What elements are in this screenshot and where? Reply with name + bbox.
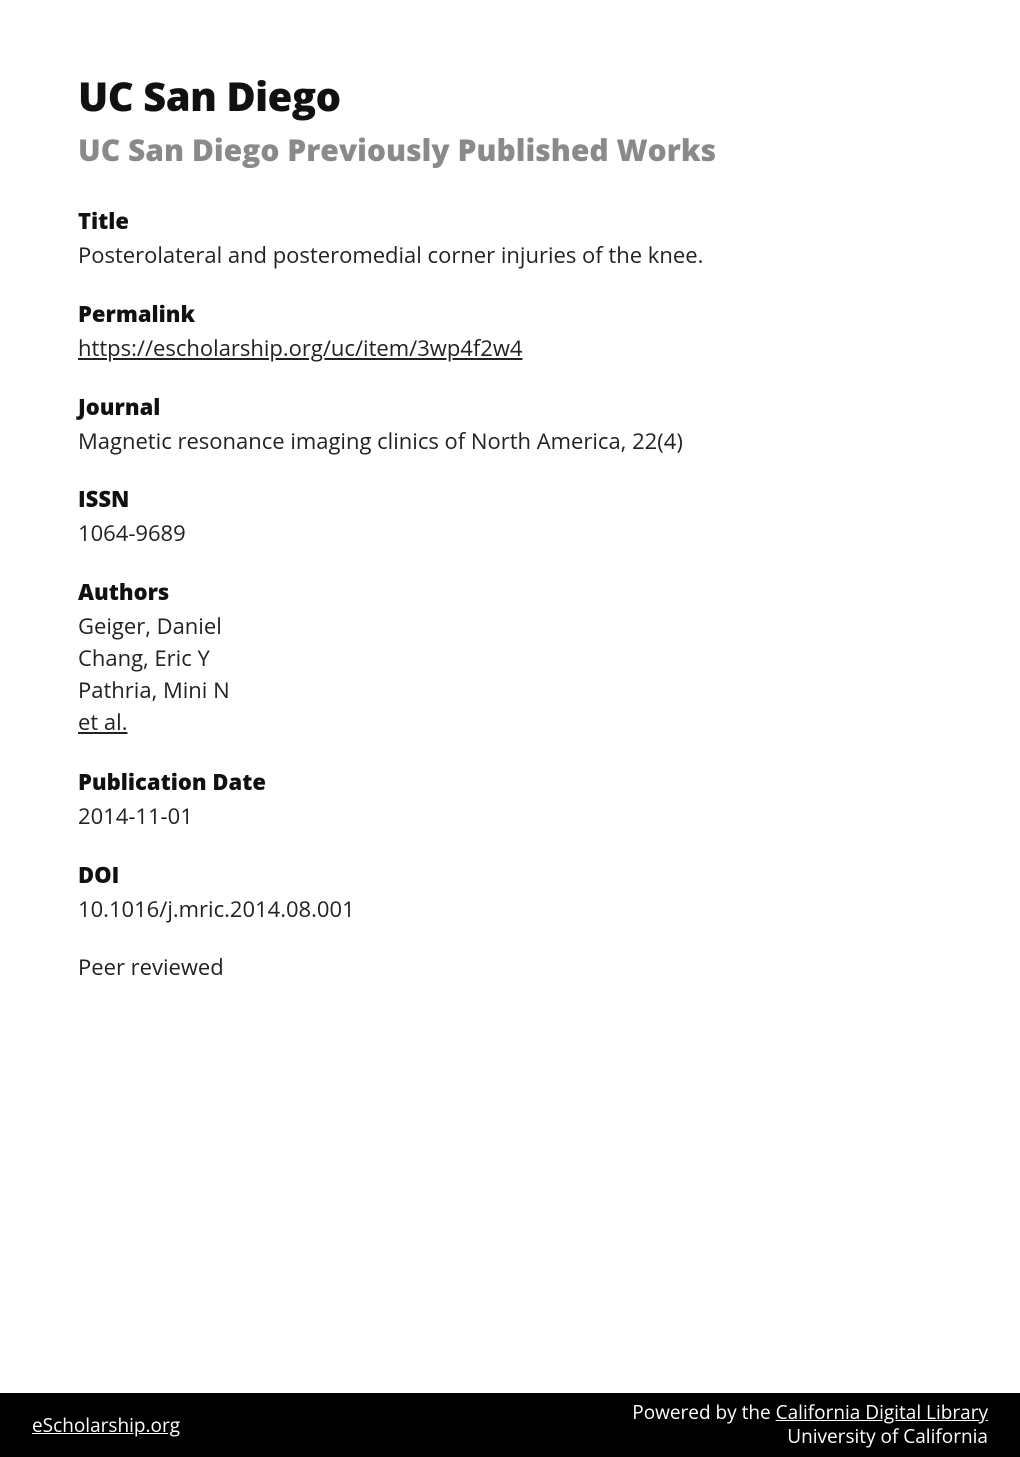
footer-uc-text: University of California	[632, 1425, 988, 1449]
footer-escholarship-link[interactable]: eScholarship.org	[32, 1412, 180, 1438]
footer-bar: eScholarship.org Powered by the Californ…	[0, 1393, 1020, 1457]
journal-value: Magnetic resonance imaging clinics of No…	[78, 426, 942, 457]
permalink-label: Permalink	[78, 299, 942, 329]
series-subtitle: UC San Diego Previously Published Works	[78, 129, 942, 170]
journal-label: Journal	[78, 392, 942, 422]
authors-label: Authors	[78, 577, 942, 607]
author-line: Geiger, Daniel	[78, 611, 942, 643]
peer-reviewed-text: Peer reviewed	[78, 952, 942, 983]
pubdate-label: Publication Date	[78, 767, 942, 797]
page-content: UC San Diego UC San Diego Previously Pub…	[0, 0, 1020, 983]
doi-value: 10.1016/j.mric.2014.08.001	[78, 894, 942, 925]
doi-label: DOI	[78, 860, 942, 890]
institution-title: UC San Diego	[78, 68, 942, 123]
authors-more-link[interactable]: et al.	[78, 707, 127, 737]
title-label: Title	[78, 206, 942, 236]
author-line: Chang, Eric Y	[78, 643, 942, 675]
author-line: Pathria, Mini N	[78, 675, 942, 707]
pubdate-value: 2014-11-01	[78, 801, 942, 832]
issn-value: 1064-9689	[78, 518, 942, 549]
footer-powered-prefix: Powered by the	[632, 1399, 775, 1425]
permalink-link[interactable]: https://escholarship.org/uc/item/3wp4f2w…	[78, 333, 522, 363]
title-value: Posterolateral and posteromedial corner …	[78, 240, 942, 271]
issn-label: ISSN	[78, 484, 942, 514]
footer-cdl-link[interactable]: California Digital Library	[776, 1399, 988, 1425]
